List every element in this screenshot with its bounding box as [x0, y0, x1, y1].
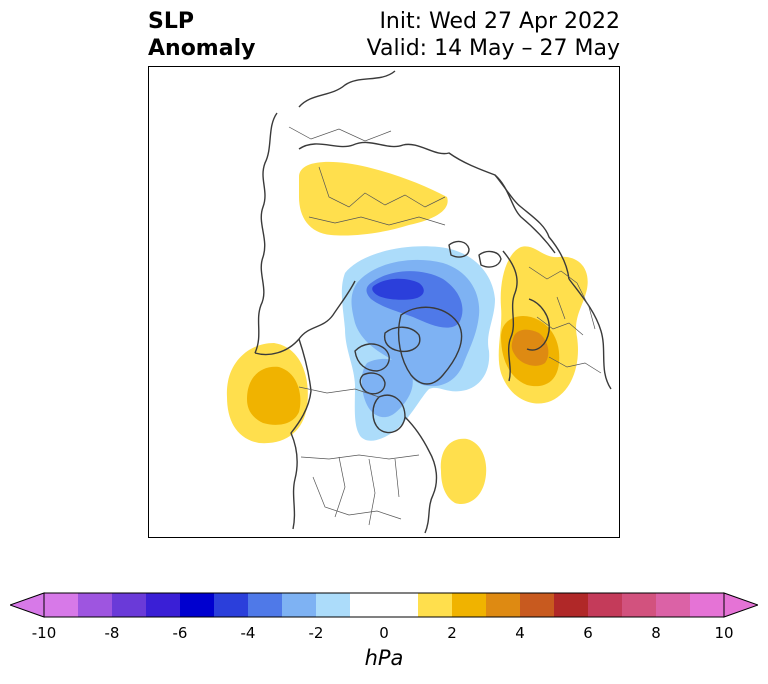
colorbar-bin: [350, 593, 418, 617]
colorbar-bin: [588, 593, 622, 617]
colorbar-tick-label: 0: [379, 624, 389, 642]
chart-title: SLP Anomaly: [148, 8, 255, 62]
colorbar-tick-labels: -10 -8 -6 -4 -2 0 2 4 6 8 10: [0, 624, 768, 644]
colorbar-unit-label: hPa: [364, 646, 404, 670]
colorbar-bins: [44, 593, 724, 617]
anomaly-fills: [226, 161, 588, 505]
borders: [288, 126, 602, 526]
anomaly-atlantic-1hpa: [440, 438, 487, 505]
colorbar: [10, 592, 758, 618]
colorbar-tick-label: -10: [31, 624, 57, 642]
colorbar-bin: [452, 593, 486, 617]
colorbar-bin: [78, 593, 112, 617]
colorbar-tick-label: -8: [104, 624, 120, 642]
colorbar-bin: [690, 593, 724, 617]
colorbar-tick-label: 4: [515, 624, 525, 642]
map-panel: [148, 66, 620, 538]
colorbar-bin: [112, 593, 146, 617]
colorbar-bin: [214, 593, 248, 617]
colorbar-over-arrow: [723, 592, 758, 618]
anomaly-alaska-2hpa: [247, 366, 301, 425]
title-line-2: Anomaly: [148, 36, 256, 61]
anomaly-arctic-minus4hpa: [372, 278, 424, 300]
colorbar-tick-label: -4: [240, 624, 256, 642]
colorbar-tick-label: 8: [651, 624, 661, 642]
colorbar-bin: [418, 593, 452, 617]
anomaly-map: [226, 70, 612, 534]
colorbar-bin: [44, 593, 78, 617]
anomaly-europe-3hpa: [511, 329, 549, 366]
colorbar-tick-label: 10: [714, 624, 734, 642]
colorbar-bin: [146, 593, 180, 617]
coastlines: [254, 70, 612, 534]
colorbar-bin: [180, 593, 214, 617]
colorbar-bin: [282, 593, 316, 617]
colorbar-under-arrow: [10, 592, 45, 618]
colorbar-bin: [622, 593, 656, 617]
colorbar-tick-label: 6: [583, 624, 593, 642]
colorbar-bin: [554, 593, 588, 617]
colorbar-bin: [486, 593, 520, 617]
colorbar-tick-label: -6: [172, 624, 188, 642]
title-line-1: SLP: [148, 9, 194, 34]
init-date: Init: Wed 27 Apr 2022: [379, 9, 620, 34]
colorbar-bin: [656, 593, 690, 617]
colorbar-tick-label: -2: [308, 624, 324, 642]
colorbar-bin: [248, 593, 282, 617]
forecast-dates: Init: Wed 27 Apr 2022 Valid: 14 May – 27…: [367, 8, 620, 62]
colorbar-bin: [316, 593, 350, 617]
colorbar-tick-label: 2: [447, 624, 457, 642]
colorbar-bin: [520, 593, 554, 617]
colorbar-outline: [43, 592, 725, 618]
valid-range: Valid: 14 May – 27 May: [366, 36, 620, 61]
anomaly-siberia-1hpa: [299, 161, 448, 236]
